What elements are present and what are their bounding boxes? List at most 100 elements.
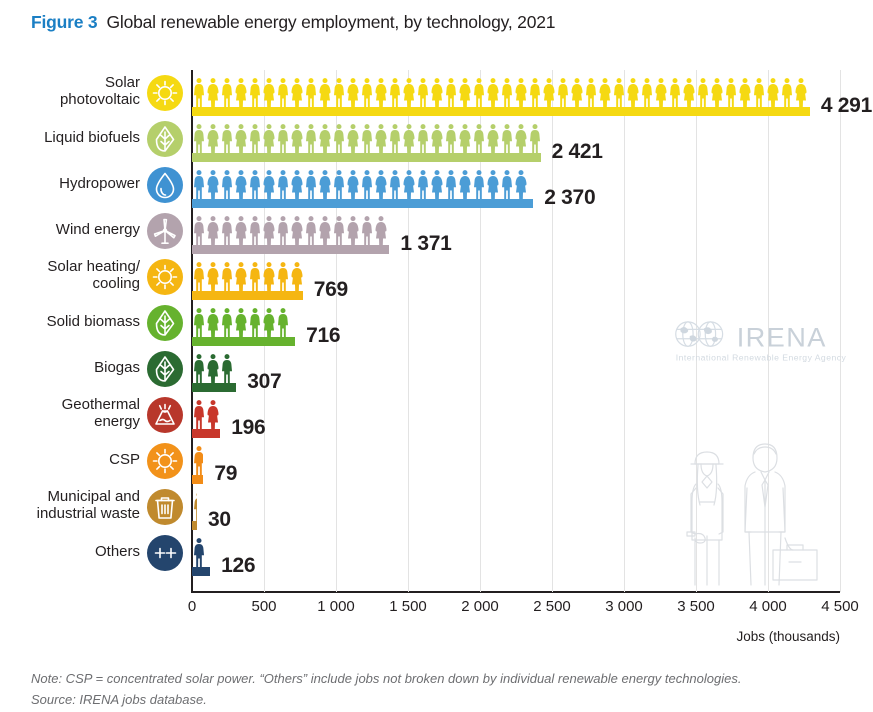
bar xyxy=(192,153,541,162)
bar-group[interactable] xyxy=(192,346,237,392)
bar xyxy=(192,337,296,346)
person-pictogram xyxy=(278,216,288,245)
bar-group[interactable] xyxy=(192,254,303,300)
plot-area xyxy=(191,70,841,593)
bar-group[interactable] xyxy=(192,162,534,208)
chart-row: Others 126 xyxy=(0,530,873,577)
person-pictogram xyxy=(207,216,219,245)
gridline xyxy=(768,70,769,592)
bar-group[interactable] xyxy=(192,116,541,162)
bar-group[interactable] xyxy=(192,392,221,438)
sun-icon xyxy=(147,443,183,479)
person-pictogram xyxy=(642,78,652,107)
person-pictogram xyxy=(263,216,275,245)
person-pictogram xyxy=(375,78,387,107)
figure-number: Figure 3 xyxy=(31,12,98,32)
person-pictogram xyxy=(767,78,779,107)
chart-row: Municipal and industrial waste 30 xyxy=(0,484,873,531)
bar-group[interactable] xyxy=(192,70,810,116)
bar-group[interactable] xyxy=(192,438,204,484)
category-label: Municipal and industrial waste xyxy=(36,488,140,522)
person-pictogram xyxy=(278,124,288,153)
category-label: Wind energy xyxy=(55,221,140,238)
x-tick-label: 3 500 xyxy=(677,598,715,615)
person-pictogram xyxy=(263,78,275,107)
person-pictogram xyxy=(502,124,512,153)
value-label: 126 xyxy=(221,554,256,577)
bar xyxy=(192,245,390,254)
gridline xyxy=(840,70,841,592)
person-pictogram xyxy=(487,78,499,107)
person-pictogram xyxy=(347,170,359,199)
person-pictogram xyxy=(459,170,471,199)
person-pictogram xyxy=(418,124,428,153)
person-pictogram xyxy=(250,170,260,199)
category-label: Solar heating/ cooling xyxy=(47,258,140,292)
person-pictogram xyxy=(207,308,219,337)
person-pictogram xyxy=(222,78,232,107)
person-pictogram xyxy=(739,78,751,107)
person-pictogram xyxy=(194,216,204,245)
pictogram-strip xyxy=(192,353,236,383)
page-title: Figure 3 Global renewable energy employme… xyxy=(31,12,556,33)
person-pictogram xyxy=(474,78,484,107)
person-pictogram xyxy=(334,170,344,199)
person-pictogram xyxy=(278,308,288,337)
value-label: 4 291 xyxy=(820,94,872,117)
wind-turbine-icon xyxy=(147,213,183,249)
person-pictogram xyxy=(306,124,316,153)
person-pictogram xyxy=(530,78,540,107)
pictogram-strip xyxy=(192,169,533,199)
plus-plus-icon xyxy=(147,535,183,571)
x-axis-line xyxy=(191,591,840,593)
pictogram-strip xyxy=(192,491,197,521)
person-pictogram xyxy=(418,78,428,107)
person-pictogram xyxy=(278,78,288,107)
person-pictogram xyxy=(390,78,400,107)
pictogram-strip xyxy=(192,261,303,291)
person-pictogram xyxy=(235,78,247,107)
person-pictogram xyxy=(334,124,344,153)
person-pictogram xyxy=(726,78,736,107)
person-pictogram xyxy=(586,78,596,107)
person-pictogram xyxy=(263,124,275,153)
person-pictogram xyxy=(347,216,359,245)
chart-row: Hydropower 2 370 xyxy=(0,162,873,209)
bar-group[interactable] xyxy=(192,530,211,576)
person-pictogram xyxy=(207,124,219,153)
bar xyxy=(192,291,303,300)
person-pictogram xyxy=(502,170,512,199)
person-pictogram xyxy=(306,78,316,107)
person-pictogram xyxy=(250,78,260,107)
bar xyxy=(192,567,211,576)
gridline xyxy=(336,70,337,592)
bar-group[interactable] xyxy=(192,300,296,346)
person-pictogram xyxy=(319,170,331,199)
bar xyxy=(192,475,204,484)
person-pictogram xyxy=(530,124,540,153)
person-pictogram xyxy=(502,78,512,107)
person-pictogram xyxy=(291,170,303,199)
bar-group[interactable] xyxy=(192,484,197,530)
category-label: CSP xyxy=(109,451,140,468)
person-pictogram xyxy=(235,308,247,337)
person-pictogram xyxy=(670,78,680,107)
figure-title-text: Global renewable energy employment, by t… xyxy=(106,12,556,32)
person-pictogram xyxy=(222,170,232,199)
person-pictogram xyxy=(487,170,499,199)
person-pictogram xyxy=(515,124,527,153)
person-pictogram xyxy=(306,170,316,199)
value-label: 769 xyxy=(313,278,348,301)
person-pictogram xyxy=(571,78,583,107)
person-pictogram xyxy=(431,78,443,107)
person-pictogram xyxy=(319,216,331,245)
bar-group[interactable] xyxy=(192,208,390,254)
note-text: Note: CSP = concentrated solar power. “O… xyxy=(31,671,742,686)
person-pictogram xyxy=(362,170,372,199)
person-pictogram xyxy=(235,170,247,199)
bar xyxy=(192,521,197,530)
category-label: Geothermal energy xyxy=(61,396,140,430)
volcano-icon xyxy=(147,397,183,433)
person-pictogram xyxy=(250,216,260,245)
person-pictogram xyxy=(250,262,260,291)
